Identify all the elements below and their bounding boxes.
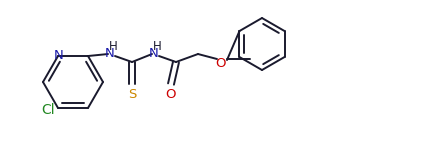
Text: O: O <box>166 88 176 101</box>
Text: N: N <box>105 47 115 59</box>
Text: H: H <box>152 40 162 53</box>
Text: O: O <box>216 56 226 69</box>
Text: N: N <box>54 48 64 61</box>
Text: H: H <box>109 40 117 53</box>
Text: Cl: Cl <box>41 103 55 117</box>
Text: S: S <box>128 88 136 101</box>
Text: N: N <box>149 47 159 59</box>
